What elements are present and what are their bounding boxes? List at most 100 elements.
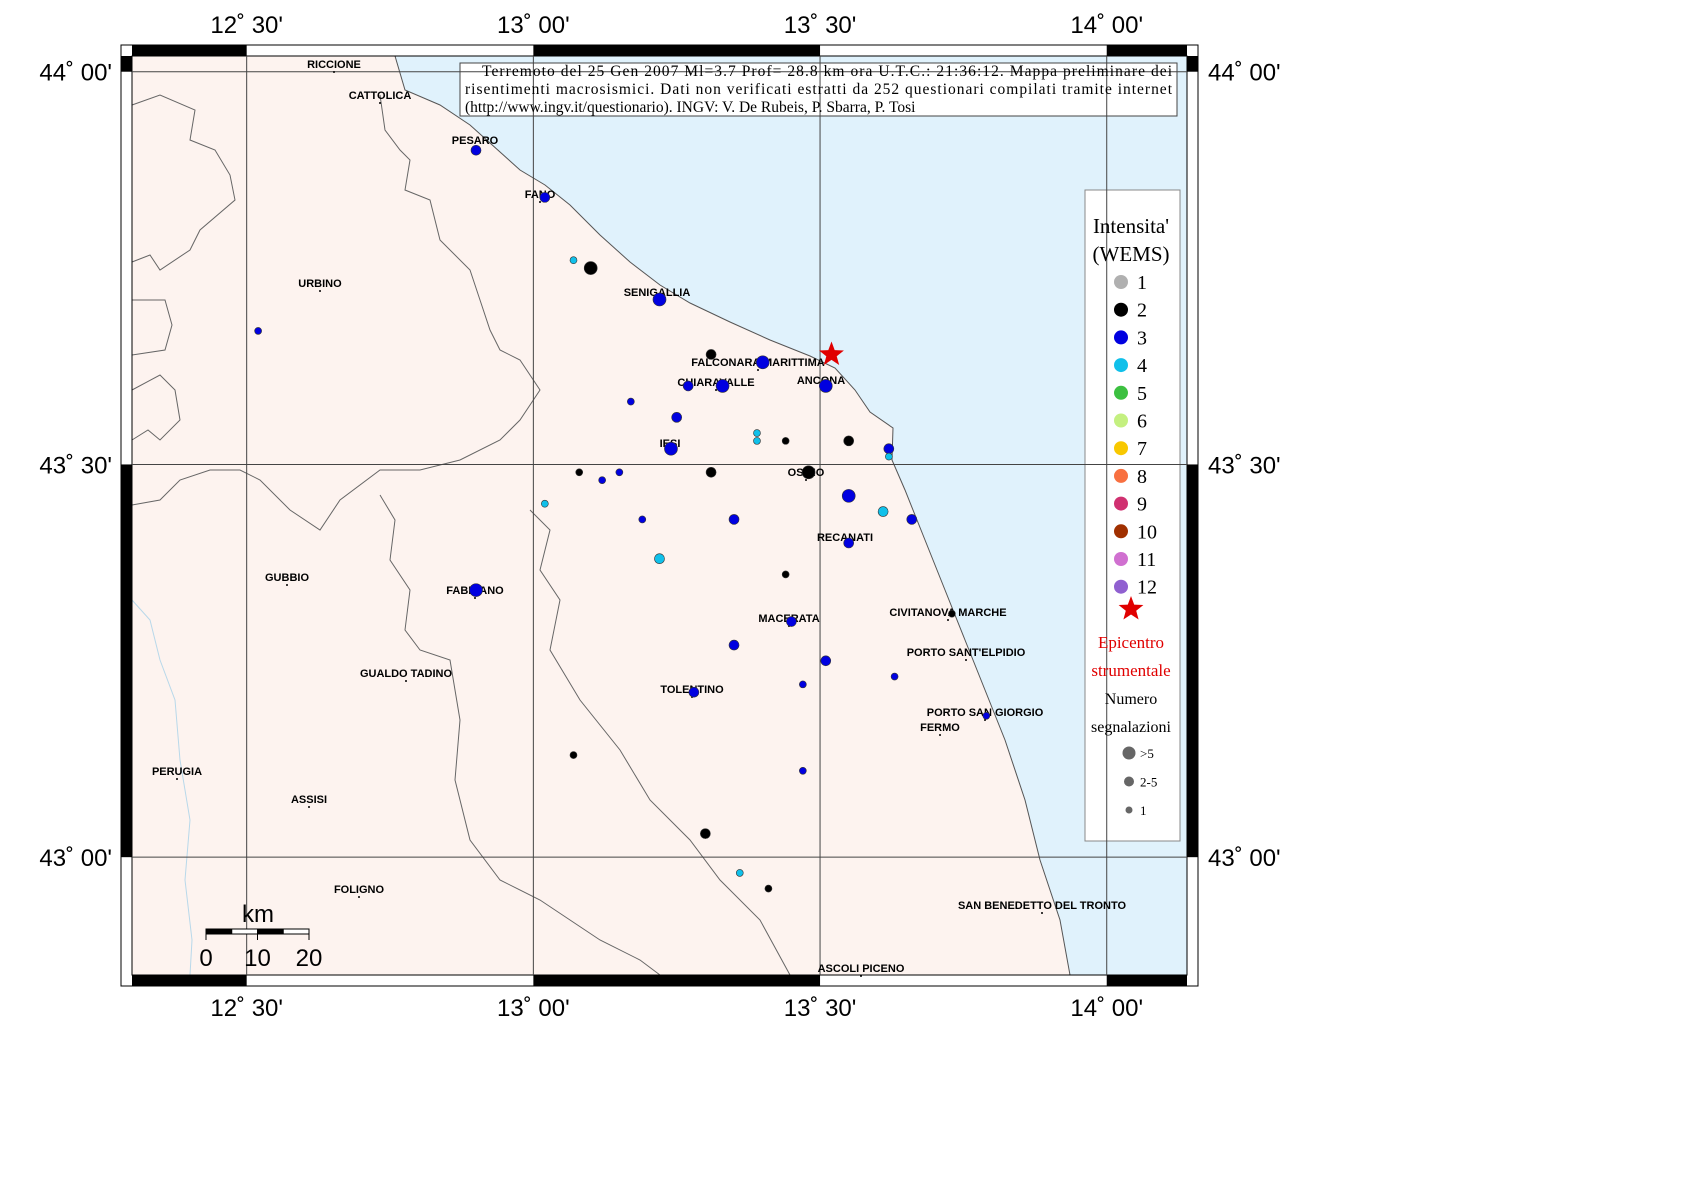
legend-swatch	[1114, 275, 1128, 289]
city-marker	[939, 734, 941, 736]
city-marker	[860, 975, 862, 977]
city-label: SAN BENEDETTO DEL TRONTO	[958, 900, 1127, 912]
frame-bar	[132, 45, 247, 56]
city-label: RICCIONE	[307, 59, 361, 71]
intensity-point	[801, 465, 816, 480]
city-label: SENIGALLIA	[624, 287, 691, 299]
intensity-point	[654, 553, 665, 565]
intensity-point	[883, 443, 895, 455]
legend-swatch	[1114, 552, 1128, 566]
intensity-point	[569, 256, 578, 265]
intensity-point	[575, 468, 584, 477]
y-tick-label: 43˚ 30'	[39, 452, 112, 479]
city-label: CHIARAVALLE	[677, 377, 754, 389]
legend-label: 2	[1137, 300, 1147, 322]
x-tick-label: 12˚ 30'	[210, 12, 283, 39]
intensity-point	[982, 711, 991, 720]
frame-bar	[533, 45, 821, 56]
frame-bar	[132, 975, 247, 986]
scale-segment	[205, 928, 233, 935]
legend-swatch	[1114, 579, 1128, 594]
city-label: RECANATI	[817, 532, 873, 544]
scale-segment	[257, 928, 284, 935]
intensity-point	[638, 515, 647, 524]
note-line: risentimenti macrosismici. Dati non veri…	[465, 81, 1173, 98]
legend-label: 3	[1137, 327, 1147, 349]
city-label: CIVITANOVA MARCHE	[889, 607, 1006, 619]
legend-label: 6	[1137, 411, 1147, 433]
city-marker	[965, 659, 967, 661]
legend-label: 11	[1137, 549, 1156, 571]
y-tick-label: 43˚ 00'	[39, 845, 112, 872]
intensity-point	[583, 261, 598, 275]
scale-segment	[282, 928, 310, 935]
city-marker	[539, 201, 541, 203]
legend-title: (WEMS)	[1093, 242, 1170, 266]
frame-bar	[533, 975, 821, 986]
x-tick-label: 13˚ 30'	[784, 12, 857, 39]
note-line: (http://www.ingv.it/questionario). INGV:…	[465, 99, 916, 116]
legend-epicenter-label: Epicentro	[1098, 633, 1164, 652]
city-marker	[1041, 912, 1043, 914]
x-tick-label: 12˚ 30'	[210, 995, 283, 1022]
intensity-point	[843, 537, 855, 549]
city-marker	[947, 619, 949, 621]
city-label: GUBBIO	[265, 572, 309, 584]
legend-epicenter-label: strumentale	[1091, 661, 1170, 680]
legend-reports-label: segnalazioni	[1091, 719, 1172, 736]
x-tick-label: 13˚ 00'	[497, 995, 570, 1022]
intensity-point	[818, 379, 833, 393]
intensity-point	[470, 144, 482, 156]
legend-label: 10	[1137, 521, 1157, 543]
city-marker	[286, 584, 288, 586]
frame-bar	[121, 56, 132, 72]
city-marker	[715, 389, 717, 391]
legend-swatch	[1114, 358, 1128, 373]
intensity-point	[469, 583, 483, 597]
city-marker	[405, 680, 407, 682]
y-tick-label: 44˚ 00'	[39, 60, 112, 87]
intensity-point	[705, 349, 717, 360]
intensity-point	[799, 680, 807, 689]
city-marker	[379, 102, 381, 104]
intensity-point	[688, 686, 700, 698]
legend-label: 9	[1137, 494, 1147, 516]
legend-size	[1122, 746, 1136, 760]
frame-bar	[1187, 464, 1198, 858]
city-marker	[333, 71, 335, 73]
intensity-point	[705, 466, 717, 478]
intensity-point	[254, 327, 262, 335]
scale-unit: km	[242, 901, 274, 928]
city-label: ASSISI	[291, 794, 327, 806]
city-label: PORTO SANT'ELPIDIO	[907, 647, 1026, 659]
city-marker	[805, 479, 807, 481]
intensity-point	[843, 435, 855, 447]
city-label: FOLIGNO	[334, 884, 385, 896]
legend-label: 5	[1137, 383, 1147, 405]
frame-bar	[1187, 56, 1198, 72]
x-tick-label: 13˚ 00'	[497, 12, 570, 39]
city-label: FERMO	[920, 722, 960, 734]
intensity-point	[598, 476, 606, 484]
region-border	[131, 94, 791, 976]
intensity-point	[781, 570, 790, 579]
x-tick-label: 14˚ 00'	[1070, 995, 1143, 1022]
intensity-point	[541, 499, 549, 508]
scale-label: 0	[199, 945, 212, 972]
city-marker	[308, 806, 310, 808]
intensity-point	[715, 379, 730, 393]
intensity-point	[539, 192, 551, 203]
city-marker	[176, 778, 178, 780]
city-label: PESARO	[452, 135, 499, 147]
legend-swatch	[1114, 524, 1128, 539]
city-marker	[358, 896, 360, 898]
intensity-point	[799, 766, 807, 775]
city-label: GUALDO TADINO	[360, 668, 453, 680]
legend-title: Intensita'	[1093, 214, 1169, 238]
legend-label: 8	[1137, 466, 1147, 488]
intensity-point	[569, 751, 578, 759]
intensity-point	[728, 514, 740, 525]
intensity-point	[664, 441, 678, 456]
